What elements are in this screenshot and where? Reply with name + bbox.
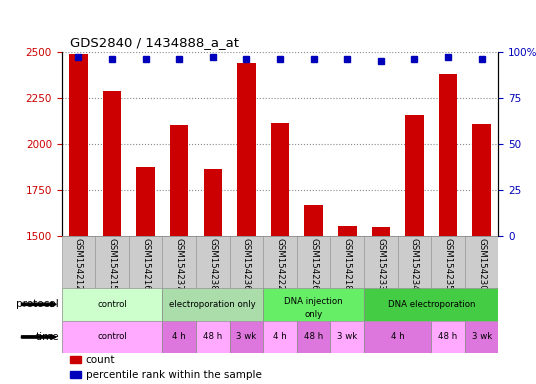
Bar (271, 123, 289, 236)
Text: GSM154216: GSM154216 (141, 238, 150, 290)
Bar (364, 321, 431, 353)
Text: GSM154234: GSM154234 (410, 238, 419, 290)
Bar (196, 236, 229, 288)
Text: GSM154215: GSM154215 (108, 238, 116, 290)
Bar (297, 321, 331, 353)
Text: percentile rank within the sample: percentile rank within the sample (86, 369, 262, 380)
Bar (62, 236, 95, 288)
Bar (136, 167, 155, 236)
Bar (472, 124, 491, 236)
Bar (170, 125, 189, 236)
Bar (331, 236, 364, 288)
Text: 3 wk: 3 wk (337, 333, 358, 341)
Text: control: control (97, 300, 127, 309)
Bar (297, 236, 331, 288)
Text: GSM154222: GSM154222 (276, 238, 285, 290)
Bar (70, 371, 81, 378)
Text: GSM154230: GSM154230 (477, 238, 486, 290)
Bar (204, 169, 222, 236)
Text: count: count (86, 354, 115, 365)
Bar (431, 236, 465, 288)
Bar (338, 226, 356, 236)
Bar (405, 114, 424, 236)
Bar (263, 236, 297, 288)
Text: protocol: protocol (16, 299, 59, 310)
Text: GSM154212: GSM154212 (74, 238, 83, 290)
Bar (371, 227, 390, 236)
Bar (263, 288, 364, 321)
Bar (229, 236, 263, 288)
Bar (304, 205, 323, 236)
Text: GSM154238: GSM154238 (209, 238, 218, 290)
Bar (237, 63, 256, 236)
Text: 4 h: 4 h (173, 333, 186, 341)
Bar (431, 321, 465, 353)
Text: time: time (35, 332, 59, 342)
Text: 48 h: 48 h (203, 333, 222, 341)
Bar (465, 236, 498, 288)
Bar (95, 236, 129, 288)
Bar (263, 321, 297, 353)
Bar (364, 236, 398, 288)
Text: GSM154236: GSM154236 (242, 238, 251, 290)
Text: GSM154218: GSM154218 (343, 238, 352, 290)
Bar (103, 91, 121, 236)
Bar (69, 54, 88, 236)
Text: only: only (304, 310, 323, 319)
Bar (229, 321, 263, 353)
Text: GSM154226: GSM154226 (309, 238, 318, 290)
Text: GSM154237: GSM154237 (175, 238, 184, 290)
Text: 4 h: 4 h (391, 333, 405, 341)
Text: DNA injection: DNA injection (285, 296, 343, 306)
Bar (129, 236, 162, 288)
Text: 48 h: 48 h (304, 333, 323, 341)
Bar (196, 321, 229, 353)
Bar (162, 236, 196, 288)
Text: GDS2840 / 1434888_a_at: GDS2840 / 1434888_a_at (70, 36, 240, 49)
Bar (331, 321, 364, 353)
Text: 3 wk: 3 wk (472, 333, 492, 341)
Bar (62, 288, 162, 321)
Text: 3 wk: 3 wk (236, 333, 257, 341)
Text: control: control (97, 333, 127, 341)
Text: 4 h: 4 h (273, 333, 287, 341)
Bar (439, 74, 457, 236)
Bar (364, 288, 498, 321)
Bar (62, 321, 162, 353)
Bar (398, 236, 431, 288)
Text: DNA electroporation: DNA electroporation (388, 300, 475, 309)
Text: electroporation only: electroporation only (169, 300, 256, 309)
Bar (70, 356, 81, 363)
Bar (162, 321, 196, 353)
Text: GSM154235: GSM154235 (444, 238, 452, 290)
Text: GSM154233: GSM154233 (376, 238, 385, 290)
Text: 48 h: 48 h (438, 333, 458, 341)
Bar (162, 288, 263, 321)
Bar (465, 321, 498, 353)
